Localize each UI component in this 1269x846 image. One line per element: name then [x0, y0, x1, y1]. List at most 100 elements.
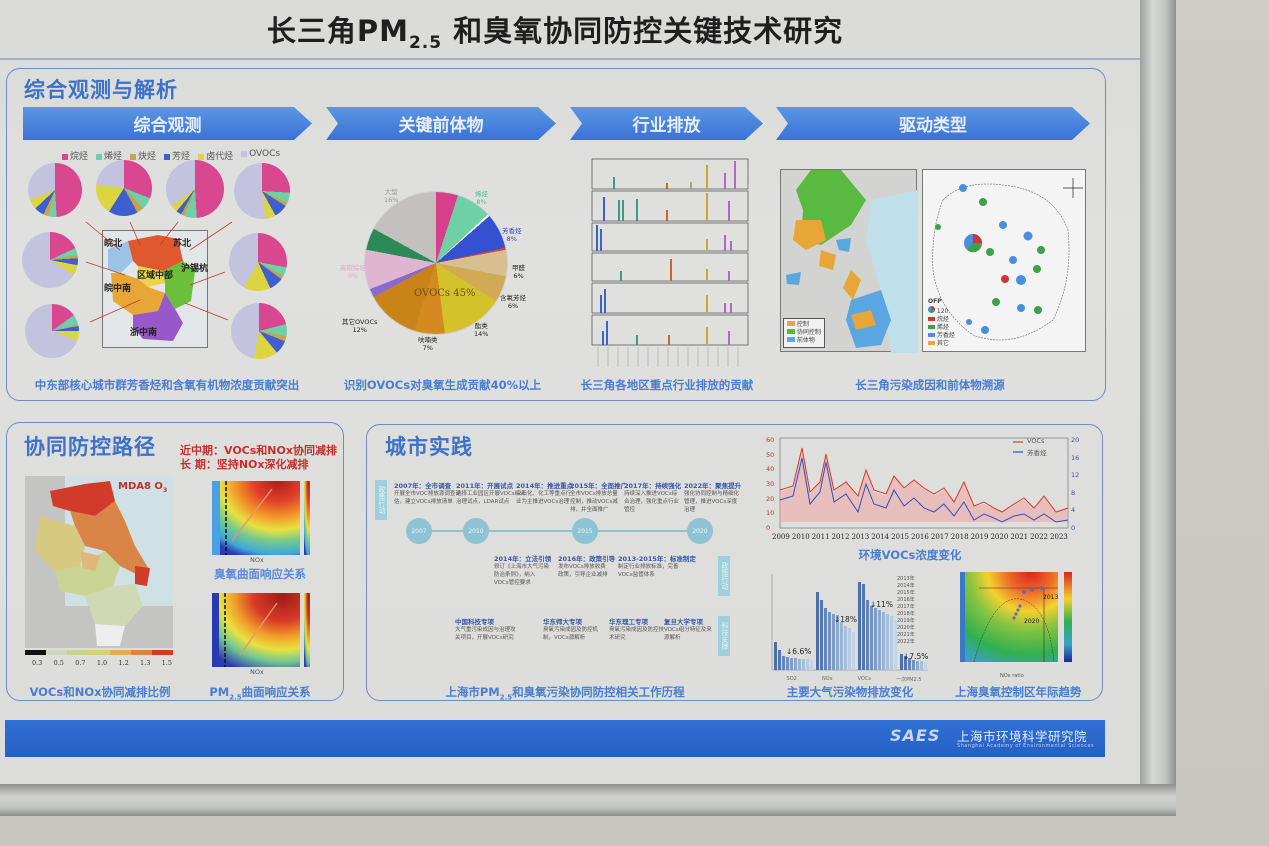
pm25-response-surface — [212, 593, 310, 667]
poster-frame-right — [1140, 0, 1176, 812]
pie-city-4 — [234, 163, 290, 219]
support-body: 大气重污染成因与治理攻关项目，开展VOCs研究 — [455, 627, 516, 641]
support-body: 臭氧污染成因及防控技术研究 — [609, 627, 665, 641]
color-scale-bar — [25, 650, 173, 655]
pie-label-furan: 呋喃类 7% — [418, 336, 438, 352]
title-divider — [0, 58, 1140, 60]
emission-bar-chart — [771, 574, 928, 671]
timeline-event-heading: 2015年：全面推广 — [570, 482, 628, 490]
pie-label-olefin: 烯烃 8% — [475, 190, 488, 206]
legend-item: 卤代烃 — [198, 149, 233, 162]
vertical-tag-science: 科技支撑 — [718, 616, 730, 656]
timeline-event-body: 以石化、化工等重点行业为主推进VOCs治理 — [516, 491, 572, 505]
section-city-practice-title: 城市实践 — [385, 435, 473, 459]
support-heading: 复旦大学专项 — [664, 618, 703, 626]
annotation-nox: ↓18% — [834, 615, 857, 624]
pm25-caption: PM2.5曲面响应关系 — [209, 685, 311, 702]
pie-city-3 — [166, 160, 224, 218]
pie-label-other-ovocs: 其它OVOCs 12% — [342, 318, 378, 334]
pie-city-1 — [28, 163, 82, 217]
near-term-strategy: 近中期：VOCs和NOx协同减排 — [180, 444, 337, 457]
vertical-tag-policy: 政策行动 — [375, 480, 387, 520]
annotation-vocs: ↓11% — [870, 600, 893, 609]
precursor-pie — [365, 192, 507, 334]
observation-caption: 中东部核心城市群芳香烃和含氧有机物浓度贡献突出 — [34, 378, 300, 392]
pie-label-oxy-aromatic: 含氧芳烃 6% — [500, 294, 526, 310]
mda8-o3-map — [25, 476, 173, 648]
institute-name-en: Shanghai Academy of Environmental Scienc… — [957, 743, 1095, 749]
region-label: 皖中南 — [104, 284, 132, 294]
pie-city-6 — [25, 304, 79, 358]
long-term-strategy: 长 期：坚持NOx深化减排 — [180, 458, 309, 471]
section-pathway-panel — [6, 422, 344, 701]
support-heading: 华东理工专项 — [609, 618, 648, 626]
map-title-mda8: MDA8 O3 — [118, 481, 168, 494]
support-body: VOCs组分特征及来源解析 — [664, 627, 712, 641]
region-label: 区域中部 — [137, 271, 174, 281]
o3-response-surface — [212, 481, 310, 555]
section-observation-title: 综合观测与解析 — [24, 78, 178, 102]
support-heading: 华东师大专项 — [543, 618, 582, 626]
vocs-y-right-ticks: 0 4 8 12 16 20 — [1071, 436, 1080, 532]
o3-xlabel: NOx — [250, 556, 264, 564]
timeline-event-body: 全市VOCs排放总量控制，推动VOCs减排，并全面推广 — [570, 491, 618, 513]
section-observation-panel — [6, 68, 1106, 401]
precursor-caption: 识别OVOCs对臭氧生成贡献40%以上 — [343, 378, 542, 392]
vocs-y-ticks: 0 10 20 30 40 50 60 — [766, 436, 775, 532]
pie-city-5 — [22, 232, 78, 288]
observation-legend: 烷烃 烯烃 炔烃 芳烃 卤代烃 OVOCs — [62, 149, 280, 162]
saes-logo: SAES — [890, 726, 941, 745]
industry-caption: 长三角各地区重点行业排放的贡献 — [580, 378, 754, 392]
timeline-event-heading: 2007年：全市调查 — [394, 482, 452, 490]
vocs-line-chart — [779, 437, 1069, 529]
timeline-event-body: 开展全市VOC排放源调查评估，建立VOCs排放清单 — [394, 491, 461, 505]
region-label: 沪锡杭 — [181, 264, 209, 274]
legend-item: 芳烃 — [164, 149, 190, 162]
o3-caption: 臭氧曲面响应关系 — [214, 567, 306, 581]
arrow-key-precursors: 关键前体物 — [326, 107, 556, 140]
pie-center-label: OVOCs 45% — [414, 288, 476, 299]
driver-map-right-legend: OFP 120 烷烃 烯烃 芳香烃 其它 — [928, 298, 955, 347]
arrow-comprehensive-observation: 综合观测 — [23, 107, 312, 140]
pie-city-8 — [231, 303, 287, 359]
timeline-event-heading: 2014年：推进重点 — [516, 482, 574, 490]
driver-caption: 长三角污染成因和前体物溯源 — [855, 378, 1005, 392]
driver-map-left — [780, 169, 918, 353]
driver-map-left-legend: 控制 协同控制 前体物 — [783, 318, 825, 348]
industry-bar-charts — [591, 158, 749, 367]
section-city-practice-panel — [366, 424, 1103, 701]
vocs-x-ticks: 2009 2010 2011 2012 2013 2014 2015 2016 2017 2018… — [772, 533, 1068, 541]
map-caption: VOCs和NOx协同减排比例 — [29, 685, 171, 699]
section-pathway-title: 协同防控路径 — [24, 435, 156, 459]
pie-city-7 — [229, 233, 287, 291]
pie-label-aldehyde: 酯类 14% — [474, 322, 489, 338]
pie-label-high-alkane: 高碳烷烃 9% — [340, 264, 366, 280]
timeline-event-body: 选择工业园区开展VOCs综合治理试点，LDAR试点 — [456, 491, 526, 505]
legend-item: 烯烃 — [96, 149, 122, 162]
pie-label-formaldehyde: 甲醛 6% — [512, 264, 525, 280]
poster-footer-bar — [5, 720, 1105, 757]
vocs-chart-caption: 环境VOCs浓度变化 — [858, 548, 962, 562]
title-text-rest: 和臭氧协同防控关键技术研究 — [442, 14, 844, 48]
support-body: 臭氧污染成因及防控机制，VOCs源解析 — [543, 627, 599, 641]
leader-lines — [85, 221, 233, 323]
emission-caption: 主要大气污染物排放变化 — [786, 685, 914, 699]
mda8-map-shapes — [25, 476, 173, 648]
legend-vocs: VOCs — [1027, 437, 1045, 445]
title-subscript: 2.5 — [408, 32, 443, 53]
annotation-pm25: ↓7.5% — [903, 652, 929, 661]
emission-legend: 2013年 2014年 2015年 2016年 2017年 2018年 2019年 2020年… — [897, 576, 915, 645]
timeline-event-heading: 2011年：开展试点 — [456, 482, 514, 490]
legend-item: 炔烃 — [130, 149, 156, 162]
pie-label-other: 大型 16% — [384, 188, 399, 204]
poster: 长三角PM2.5 和臭氧协同防控关键技术研究 综合观测与解析 综合观测 关键前体… — [0, 0, 1140, 784]
timeline-event-heading: 2013-2015年：标准制定 — [618, 555, 696, 563]
legend-item: OVOCs — [241, 149, 280, 162]
support-heading: 中国科技专项 — [455, 618, 494, 626]
poster-title: 长三角PM2.5 和臭氧协同防控关键技术研究 — [0, 8, 1110, 53]
ekma-caption: 上海臭氧控制区年际趋势 — [955, 685, 1082, 699]
region-map-shapes — [108, 235, 195, 341]
ekma-heatmap — [960, 572, 1072, 663]
region-label: 苏北 — [173, 239, 192, 249]
timeline-axis — [408, 530, 708, 532]
